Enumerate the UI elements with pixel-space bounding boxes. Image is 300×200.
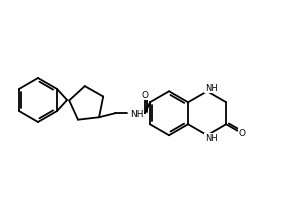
Text: NH: NH <box>130 110 143 119</box>
Text: NH: NH <box>205 134 217 143</box>
Text: O: O <box>238 129 245 138</box>
Text: O: O <box>142 91 148 100</box>
Text: NH: NH <box>205 84 217 93</box>
